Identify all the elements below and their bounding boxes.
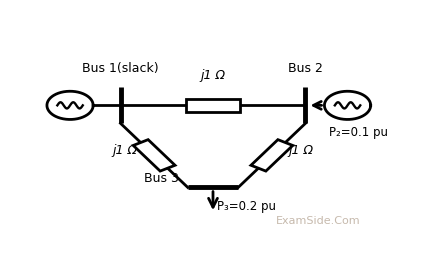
Text: j1 Ω: j1 Ω [289, 144, 314, 157]
Text: ExamSide.Com: ExamSide.Com [276, 216, 360, 226]
Text: P₂=0.1 pu: P₂=0.1 pu [328, 126, 388, 139]
Polygon shape [251, 140, 293, 171]
Text: Bus 2: Bus 2 [288, 62, 323, 75]
Text: Bus 3: Bus 3 [144, 172, 179, 185]
Text: j1 Ω: j1 Ω [201, 69, 225, 82]
Text: j1 Ω: j1 Ω [112, 144, 137, 157]
Text: P₃=0.2 pu: P₃=0.2 pu [217, 200, 276, 213]
Text: Bus 1(slack): Bus 1(slack) [82, 62, 159, 75]
Polygon shape [133, 140, 175, 171]
Bar [186, 99, 240, 112]
